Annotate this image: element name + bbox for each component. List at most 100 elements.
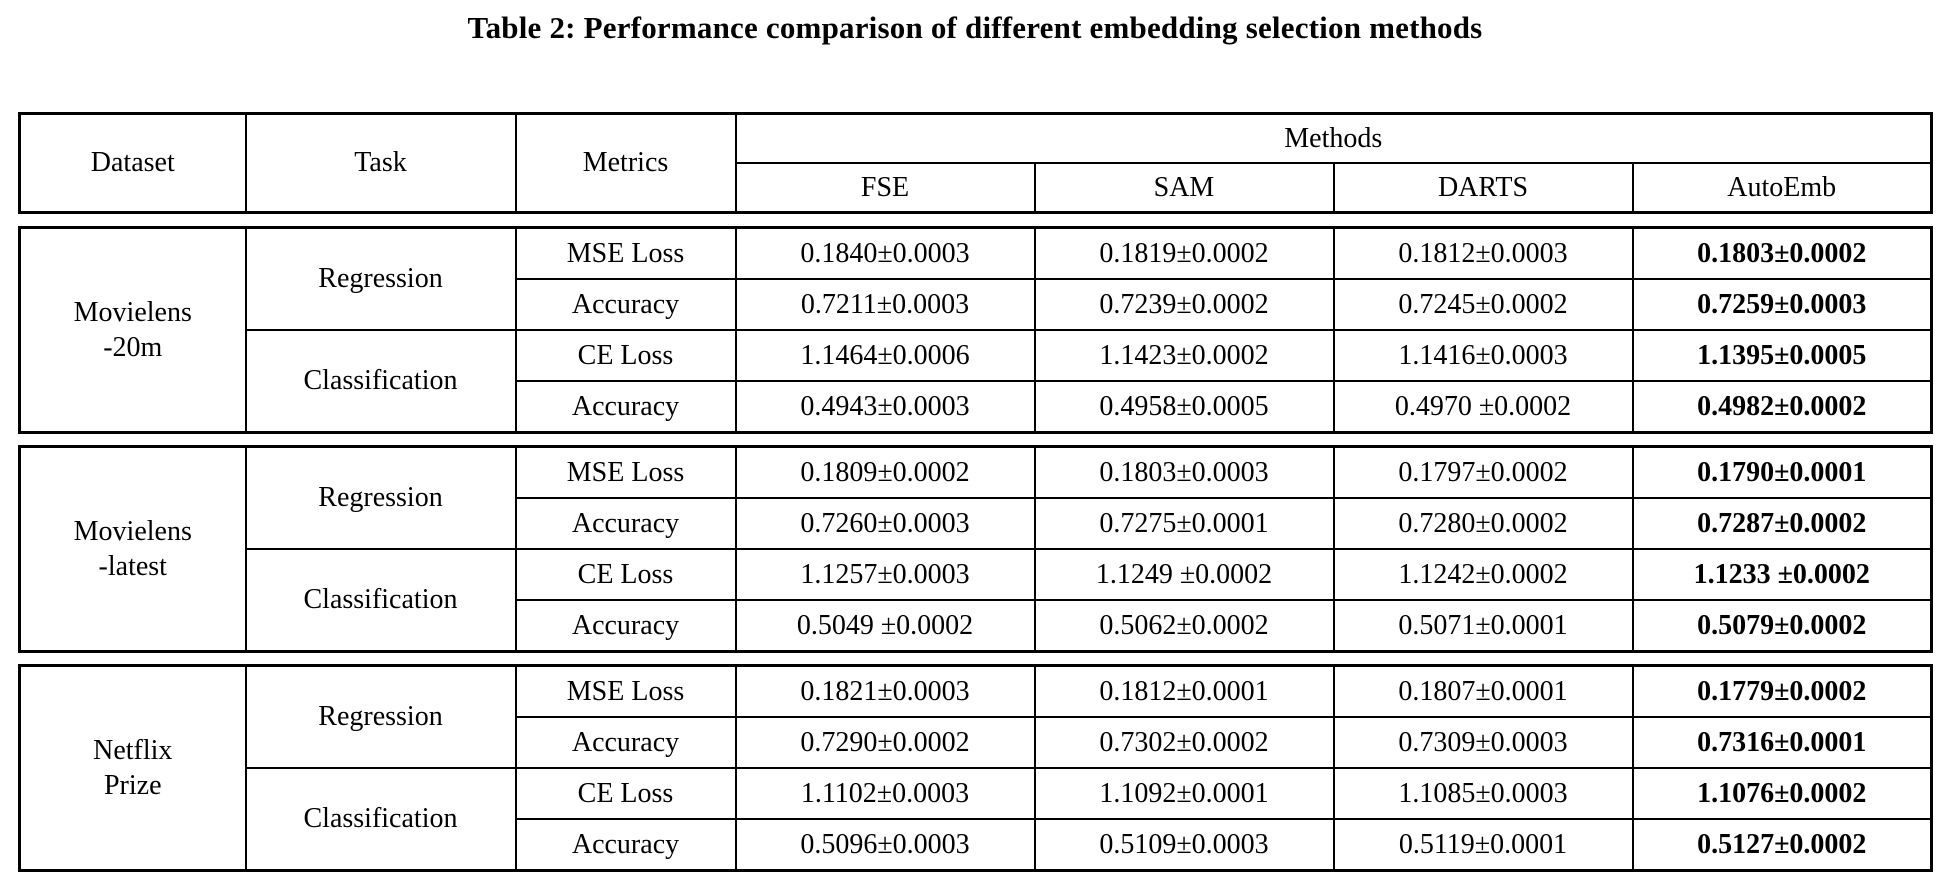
task-cell-regression: Regression — [244, 445, 517, 550]
value-cell-darts: 1.1242±0.0002 — [1332, 548, 1634, 601]
performance-table: Dataset Task Metrics Methods FSE SAM DAR… — [18, 112, 1933, 883]
value-cell-darts: 0.7245±0.0002 — [1332, 278, 1634, 331]
dataset-name-line2: -20m — [103, 332, 163, 363]
table-row: Movielens -latest Regression MSE Loss 0.… — [18, 445, 1933, 653]
value-cell-autoemb: 0.7259±0.0003 — [1631, 278, 1933, 331]
col-header-metrics: Metrics — [514, 112, 737, 214]
dataset-cell: Netflix Prize — [18, 664, 247, 872]
table-row: Accuracy 0.5049 ±0.0002 0.5062±0.0002 0.… — [20, 599, 1933, 653]
table-row: Classification CE Loss 1.1464±0.0006 1.1… — [20, 329, 1933, 434]
value-cell-sam: 1.1249 ±0.0002 — [1033, 548, 1335, 601]
metric-cell: MSE Loss — [514, 445, 737, 499]
value-cell-autoemb: 1.1076±0.0002 — [1631, 767, 1933, 820]
method-header-darts: DARTS — [1332, 162, 1634, 214]
value-cell-fse: 0.7211±0.0003 — [734, 278, 1036, 331]
value-cell-sam: 0.7302±0.0002 — [1033, 716, 1335, 769]
metric-cell: CE Loss — [514, 548, 737, 601]
value-cell-sam: 0.5062±0.0002 — [1033, 599, 1335, 653]
value-cell-fse: 1.1102±0.0003 — [734, 767, 1036, 820]
value-cell-autoemb: 0.5079±0.0002 — [1631, 599, 1933, 653]
value-cell-autoemb: 0.4982±0.0002 — [1631, 380, 1933, 434]
value-cell-fse: 0.4943±0.0003 — [734, 380, 1036, 434]
value-cell-darts: 0.1797±0.0002 — [1332, 445, 1634, 499]
metric-cell: CE Loss — [514, 767, 737, 820]
value-cell-darts: 0.5071±0.0001 — [1332, 599, 1634, 653]
metric-cell: Accuracy — [514, 497, 737, 550]
value-cell-darts: 0.4970 ±0.0002 — [1332, 380, 1634, 434]
value-cell-sam: 0.7239±0.0002 — [1033, 278, 1335, 331]
task-cell-classification: Classification — [244, 767, 517, 872]
value-cell-sam: 0.5109±0.0003 — [1033, 818, 1335, 872]
dataset-name-line1: Netflix — [93, 735, 173, 766]
table-header: Dataset Task Metrics Methods FSE SAM DAR… — [18, 112, 1933, 214]
header-row-1: Dataset Task Metrics Methods — [18, 112, 1933, 214]
value-cell-darts: 0.1812±0.0003 — [1332, 226, 1634, 280]
value-cell-sam: 0.7275±0.0001 — [1033, 497, 1335, 550]
task-cell-classification: Classification — [244, 548, 517, 653]
task-cell-regression: Regression — [244, 664, 517, 769]
table-row: Movielens -20m Regression MSE Loss 0.184… — [18, 226, 1933, 434]
value-cell-darts: 0.7280±0.0002 — [1332, 497, 1634, 550]
value-cell-fse: 0.5049 ±0.0002 — [734, 599, 1036, 653]
dataset-block-netflix-prize: Netflix Prize Regression MSE Loss 0.1821… — [18, 664, 1933, 872]
metric-cell: Accuracy — [514, 818, 737, 872]
metric-cell: Accuracy — [514, 278, 737, 331]
value-cell-autoemb: 0.7316±0.0001 — [1631, 716, 1933, 769]
value-cell-fse: 0.7290±0.0002 — [734, 716, 1036, 769]
dataset-block-movielens-20m: Movielens -20m Regression MSE Loss 0.184… — [18, 226, 1933, 434]
value-cell-fse: 1.1464±0.0006 — [734, 329, 1036, 382]
value-cell-sam: 1.1423±0.0002 — [1033, 329, 1335, 382]
col-header-dataset: Dataset — [18, 112, 247, 214]
table-row: Accuracy 0.4943±0.0003 0.4958±0.0005 0.4… — [20, 380, 1933, 434]
metric-cell: Accuracy — [514, 380, 737, 434]
task-cell-classification: Classification — [244, 329, 517, 434]
table-row: Accuracy 0.7211±0.0003 0.7239±0.0002 0.7… — [20, 278, 1933, 331]
metric-cell: MSE Loss — [514, 664, 737, 718]
value-cell-autoemb: 1.1233 ±0.0002 — [1631, 548, 1933, 601]
value-cell-autoemb: 0.1790±0.0001 — [1631, 445, 1933, 499]
value-cell-fse: 0.5096±0.0003 — [734, 818, 1036, 872]
value-cell-darts: 0.5119±0.0001 — [1332, 818, 1634, 872]
dataset-cell: Movielens -latest — [18, 445, 247, 653]
value-cell-sam: 0.1819±0.0002 — [1033, 226, 1335, 280]
value-cell-sam: 0.1803±0.0003 — [1033, 445, 1335, 499]
method-header-fse: FSE — [734, 162, 1036, 214]
dataset-name-line2: -latest — [98, 551, 167, 582]
metric-cell: Accuracy — [514, 599, 737, 653]
value-cell-fse: 0.1809±0.0002 — [734, 445, 1036, 499]
table-row: Classification CE Loss 1.1257±0.0003 1.1… — [20, 548, 1933, 653]
value-cell-autoemb: 0.1779±0.0002 — [1631, 664, 1933, 718]
dataset-name-line1: Movielens — [73, 297, 192, 328]
dataset-name-line2: Prize — [103, 770, 162, 801]
table-caption: Table 2: Performance comparison of diffe… — [467, 10, 1483, 45]
value-cell-autoemb: 1.1395±0.0005 — [1631, 329, 1933, 382]
value-cell-sam: 1.1092±0.0001 — [1033, 767, 1335, 820]
metric-cell: CE Loss — [514, 329, 737, 382]
value-cell-fse: 0.1821±0.0003 — [734, 664, 1036, 718]
value-cell-darts: 1.1416±0.0003 — [1332, 329, 1634, 382]
value-cell-fse: 0.7260±0.0003 — [734, 497, 1036, 550]
value-cell-darts: 0.1807±0.0001 — [1332, 664, 1634, 718]
value-cell-autoemb: 0.5127±0.0002 — [1631, 818, 1933, 872]
value-cell-fse: 1.1257±0.0003 — [734, 548, 1036, 601]
value-cell-autoemb: 0.1803±0.0002 — [1631, 226, 1933, 280]
dataset-name-line1: Movielens — [73, 516, 192, 547]
value-cell-autoemb: 0.7287±0.0002 — [1631, 497, 1933, 550]
table-row: Netflix Prize Regression MSE Loss 0.1821… — [18, 664, 1933, 872]
value-cell-darts: 0.7309±0.0003 — [1332, 716, 1634, 769]
dataset-cell: Movielens -20m — [18, 226, 247, 434]
col-header-task: Task — [244, 112, 517, 214]
task-cell-regression: Regression — [244, 226, 517, 331]
col-header-methods: Methods — [734, 112, 1933, 164]
value-cell-darts: 1.1085±0.0003 — [1332, 767, 1634, 820]
value-cell-sam: 0.1812±0.0001 — [1033, 664, 1335, 718]
method-header-sam: SAM — [1033, 162, 1335, 214]
method-header-autoemb: AutoEmb — [1631, 162, 1933, 214]
table-row: Accuracy 0.7290±0.0002 0.7302±0.0002 0.7… — [20, 716, 1933, 769]
header-row-2: FSE SAM DARTS AutoEmb — [20, 162, 1933, 214]
table-row: Accuracy 0.7260±0.0003 0.7275±0.0001 0.7… — [20, 497, 1933, 550]
table-row: Classification CE Loss 1.1102±0.0003 1.1… — [20, 767, 1933, 872]
value-cell-fse: 0.1840±0.0003 — [734, 226, 1036, 280]
metric-cell: MSE Loss — [514, 226, 737, 280]
